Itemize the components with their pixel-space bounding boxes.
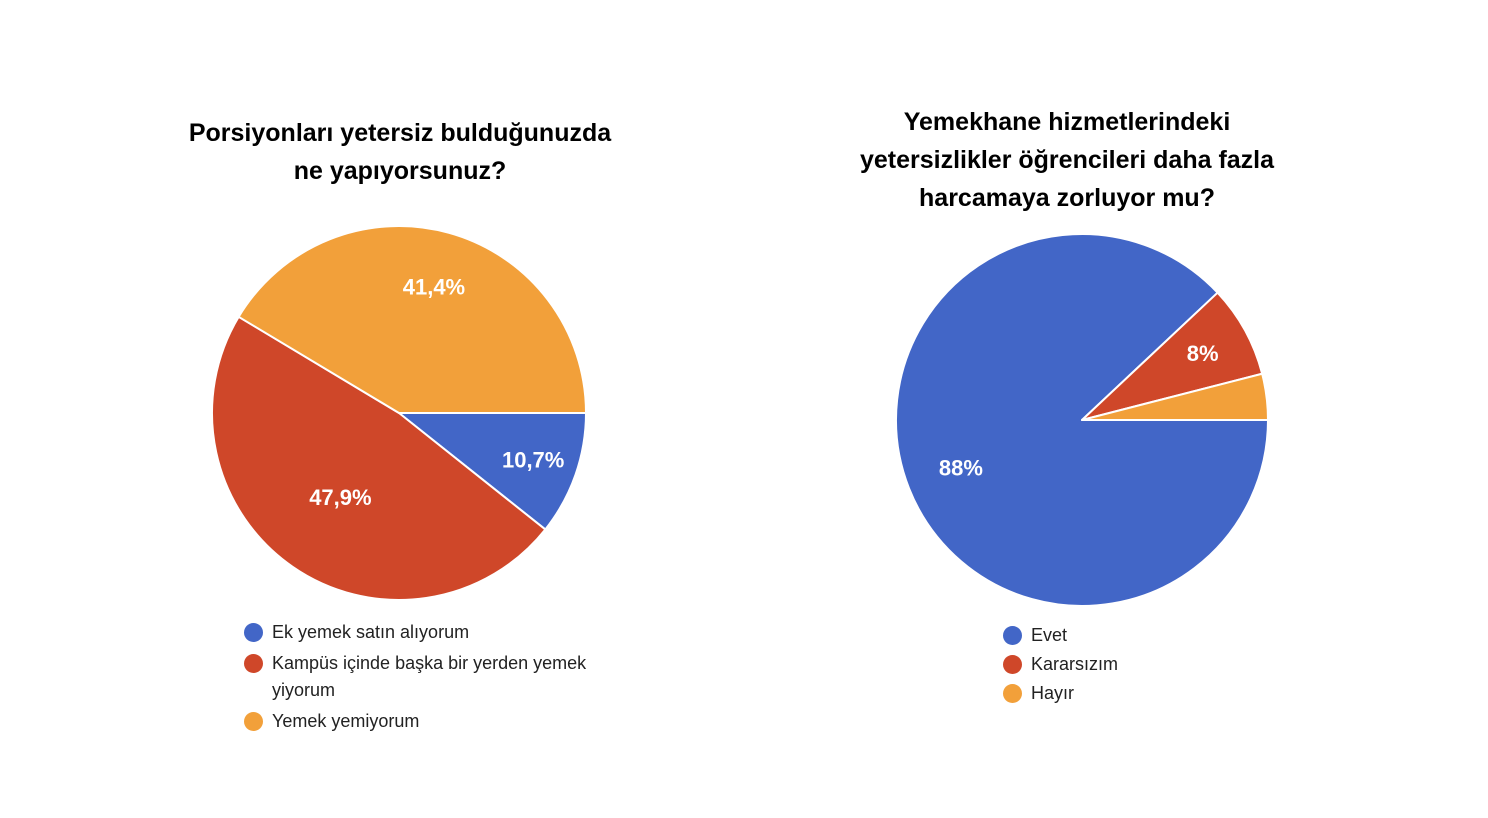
- legend-item-kampus[interactable]: Kampüs içinde başka bir yerden yemek yiy…: [244, 650, 644, 704]
- slice-value-label: 8%: [1187, 341, 1219, 366]
- legend-label: Kampüs içinde başka bir yerden yemek yiy…: [272, 653, 587, 700]
- legend-swatch-red: [1003, 655, 1022, 674]
- legend-swatch-orange: [1003, 684, 1022, 703]
- pie-plot: 10,7% 47,9% 41,4%: [211, 225, 587, 601]
- legend-item-kararsizim[interactable]: Kararsızım: [1003, 650, 1303, 679]
- pie-chart-portions: Porsiyonları yetersiz bulduğunuzda ne ya…: [188, 119, 644, 739]
- legend-swatch-orange: [244, 712, 263, 731]
- legend: Ek yemek satın alıyorum Kampüs içinde ba…: [244, 619, 644, 739]
- legend-item-yemek-yemiyorum[interactable]: Yemek yemiyorum: [244, 708, 644, 735]
- legend-swatch-blue: [244, 623, 263, 642]
- pie-slice-kampus[interactable]: [211, 315, 547, 601]
- slice-value-label: 41,4%: [403, 274, 465, 299]
- pie-slice-yemek-yemiyorum[interactable]: [237, 225, 587, 414]
- legend-label: Ek yemek satın alıyorum: [272, 622, 470, 642]
- chart-title: Yemekhane hizmetlerindeki yetersizlikler…: [859, 108, 1275, 212]
- pie-plot: 88% 8%: [895, 233, 1269, 607]
- pie-slice-hayir[interactable]: [1081, 372, 1269, 421]
- slice-value-label: 88%: [939, 455, 983, 480]
- slice-value-label: 10,7%: [502, 447, 564, 472]
- legend-item-evet[interactable]: Evet: [1003, 621, 1303, 650]
- legend-item-hayir[interactable]: Hayır: [1003, 679, 1303, 708]
- legend-swatch-blue: [1003, 626, 1022, 645]
- legend-swatch-red: [244, 654, 263, 673]
- legend-label: Kararsızım: [1031, 654, 1119, 674]
- legend-label: Yemek yemiyorum: [272, 711, 420, 731]
- pie-chart-spending: Yemekhane hizmetlerindeki yetersizlikler…: [760, 0, 1488, 818]
- pie-slice-kararsizim[interactable]: [1081, 291, 1264, 421]
- legend-item-ek-yemek[interactable]: Ek yemek satın alıyorum: [244, 619, 644, 646]
- legend-label: Hayır: [1031, 683, 1075, 703]
- pie-slice-ek-yemek[interactable]: [398, 412, 587, 531]
- chart-title: Porsiyonları yetersiz bulduğunuzda ne ya…: [188, 119, 612, 185]
- slice-value-label: 47,9%: [309, 485, 371, 510]
- legend: Evet Kararsızım Hayır: [1003, 621, 1303, 708]
- legend-label: Evet: [1031, 625, 1068, 645]
